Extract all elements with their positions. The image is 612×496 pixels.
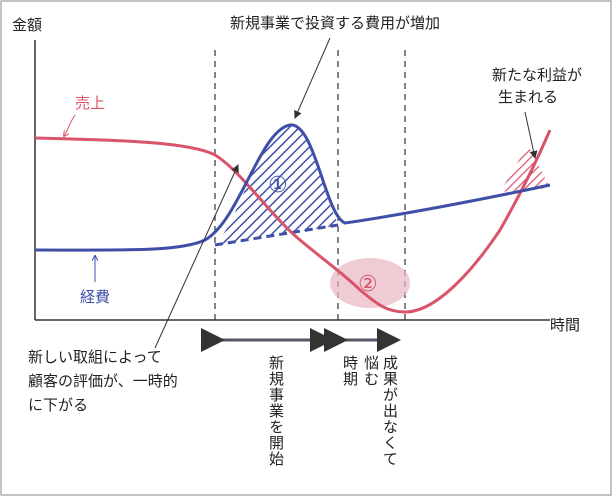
investment-pointer <box>294 37 331 119</box>
profit-callout-2: 生まれる <box>498 88 558 106</box>
expenses-curve <box>34 123 551 252</box>
profit-pointer <box>524 111 538 159</box>
dip-highlight <box>330 258 410 308</box>
baseline-dash <box>214 223 339 247</box>
sales-curve <box>34 129 552 314</box>
phase-2-label: 悩む時期 <box>341 355 380 387</box>
profit-callout-1: 新たな利益が <box>492 66 582 84</box>
x-label: 時間 <box>550 316 580 334</box>
investment-callout: 新規事業で投資する費用が増加 <box>230 14 440 32</box>
investment-area <box>215 124 340 245</box>
reputation-callout-2: 顧客の評価が、一時的 <box>28 372 178 390</box>
phase-3-label: 成果が出なくて <box>381 355 399 467</box>
sales-label: 売上 <box>75 94 105 112</box>
marker-2: ② <box>358 272 378 297</box>
sales-pointer <box>64 114 76 136</box>
reputation-callout-1: 新しい取組によって <box>28 348 162 366</box>
profit-area <box>500 145 550 192</box>
phase-1-label: 新規事業を開始 <box>267 355 285 467</box>
reputation-pointer <box>154 164 239 349</box>
marker-1: ① <box>268 173 288 198</box>
expenses-label: 経費 <box>80 288 110 306</box>
y-label: 金額 <box>12 16 42 34</box>
reputation-callout-3: に下がる <box>28 396 88 414</box>
